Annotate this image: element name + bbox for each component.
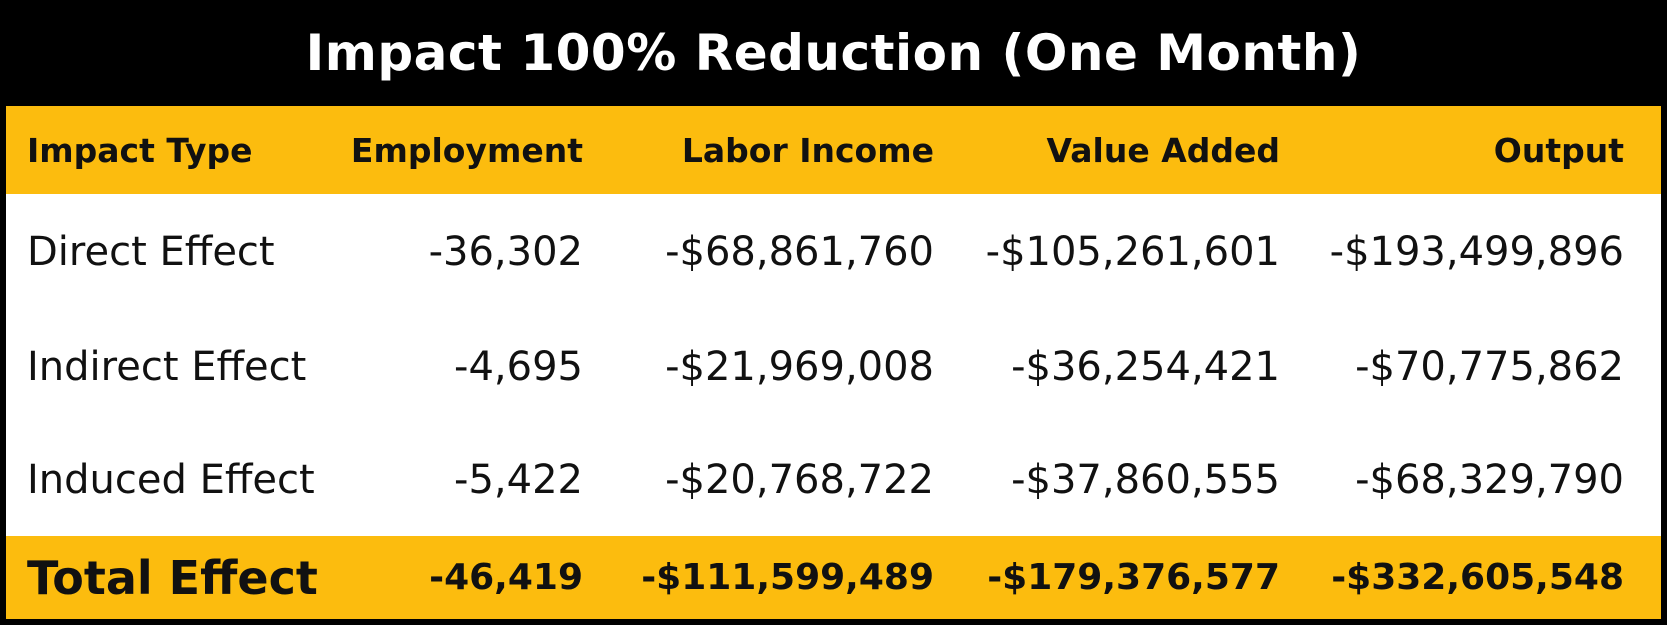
labor-income-cell: -$21,969,008 bbox=[665, 344, 934, 390]
impact-table: Impact Type Employment Labor Income Valu… bbox=[6, 106, 1661, 619]
value-added-cell: -$105,261,601 bbox=[985, 229, 1280, 275]
total-label: Total Effect bbox=[27, 550, 318, 605]
value-added-cell: -$37,860,555 bbox=[1011, 457, 1280, 503]
column-header-output: Output bbox=[1493, 130, 1624, 170]
column-header-employment: Employment bbox=[350, 130, 583, 170]
table-title: Impact 100% Reduction (One Month) bbox=[0, 0, 1667, 106]
impact-type-cell: Indirect Effect bbox=[27, 344, 307, 390]
total-output: -$332,605,548 bbox=[1331, 557, 1624, 598]
labor-income-cell: -$68,861,760 bbox=[665, 229, 934, 275]
column-header-value-added: Value Added bbox=[1046, 130, 1280, 170]
column-header-labor-income: Labor Income bbox=[681, 130, 934, 170]
column-header-impact-type: Impact Type bbox=[27, 130, 253, 170]
employment-cell: -5,422 bbox=[454, 457, 583, 503]
total-row: Total Effect -46,419 -$111,599,489 -$179… bbox=[6, 536, 1661, 619]
total-labor-income: -$111,599,489 bbox=[641, 557, 934, 598]
employment-cell: -36,302 bbox=[428, 229, 583, 275]
total-employment: -46,419 bbox=[429, 557, 583, 598]
impact-type-cell: Induced Effect bbox=[27, 457, 315, 503]
table-row: Indirect Effect -4,695 -$21,969,008 -$36… bbox=[6, 310, 1661, 424]
value-added-cell: -$36,254,421 bbox=[1011, 344, 1280, 390]
output-cell: -$68,329,790 bbox=[1355, 457, 1624, 503]
output-cell: -$193,499,896 bbox=[1329, 229, 1624, 275]
total-value-added: -$179,376,577 bbox=[987, 557, 1280, 598]
labor-income-cell: -$20,768,722 bbox=[665, 457, 934, 503]
table-row: Induced Effect -5,422 -$20,768,722 -$37,… bbox=[6, 424, 1661, 536]
employment-cell: -4,695 bbox=[454, 344, 583, 390]
header-row: Impact Type Employment Labor Income Valu… bbox=[6, 106, 1661, 194]
table-row: Direct Effect -36,302 -$68,861,760 -$105… bbox=[6, 194, 1661, 310]
output-cell: -$70,775,862 bbox=[1355, 344, 1624, 390]
impact-type-cell: Direct Effect bbox=[27, 229, 275, 275]
